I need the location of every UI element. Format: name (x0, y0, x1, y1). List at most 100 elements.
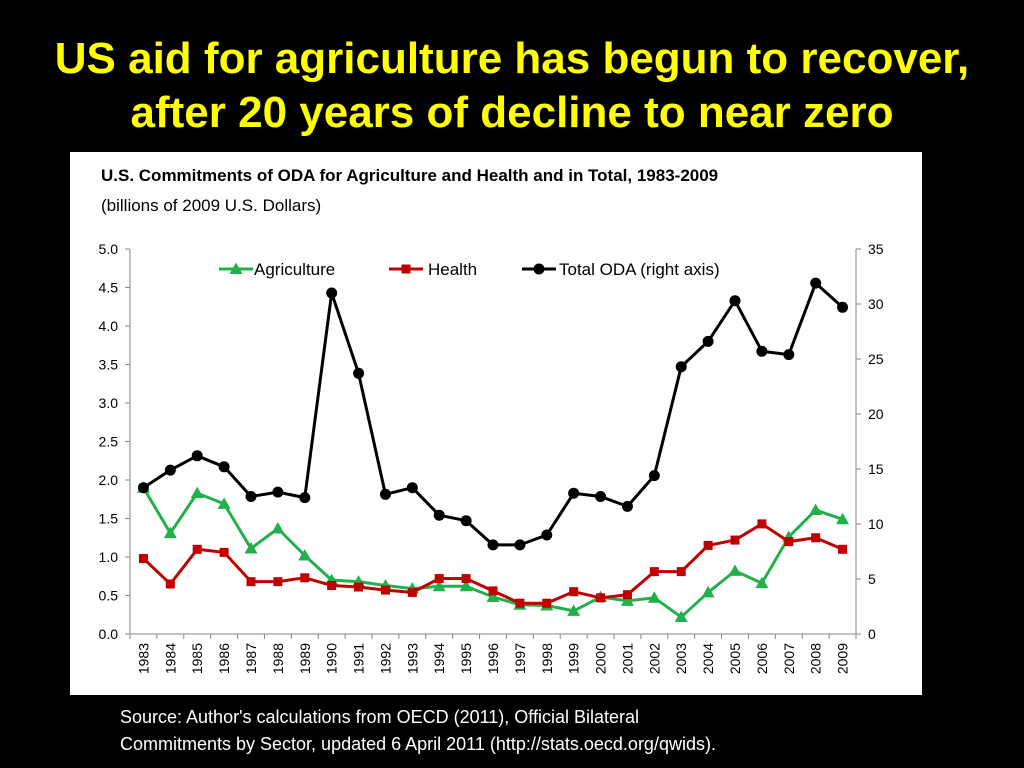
data-point-health (327, 580, 337, 590)
data-point-total-oda-right-axis (487, 539, 499, 551)
data-point-agriculture (836, 512, 850, 525)
y-tick-label-left: 2.0 (99, 472, 119, 488)
data-point-health (273, 577, 283, 587)
series-health (138, 519, 848, 608)
data-point-agriculture (486, 590, 500, 603)
series-total-oda-right-axis (137, 277, 849, 551)
y-tick-label-right: 10 (868, 516, 884, 532)
x-tick-label: 2001 (619, 643, 635, 674)
y-tick-label-right: 15 (868, 461, 884, 477)
x-tick-label: 1995 (458, 643, 474, 674)
legend-label: Total ODA (right axis) (559, 260, 720, 279)
y-tick-label-left: 4.0 (99, 318, 119, 334)
data-point-total-oda-right-axis (702, 335, 714, 347)
x-tick-label: 1984 (162, 643, 178, 674)
data-point-agriculture (298, 548, 312, 561)
data-point-health (730, 535, 740, 545)
data-point-total-oda-right-axis (756, 345, 768, 357)
x-tick-label: 1991 (351, 643, 367, 674)
data-point-health (192, 544, 202, 554)
data-point-agriculture (244, 542, 258, 554)
x-tick-label: 2005 (727, 643, 743, 674)
data-point-total-oda-right-axis (164, 464, 176, 476)
data-point-total-oda-right-axis (379, 488, 391, 500)
y-tick-label-left: 0.5 (99, 588, 119, 604)
legend-item-health: Health (389, 260, 477, 279)
x-tick-label: 2006 (754, 643, 770, 674)
x-tick-label: 2009 (835, 643, 851, 674)
legend-marker (533, 263, 545, 275)
data-point-agriculture (163, 526, 177, 539)
data-point-health (434, 574, 444, 584)
data-point-agriculture (432, 579, 446, 592)
x-tick-label: 1983 (135, 643, 151, 674)
x-tick-label: 2003 (673, 643, 689, 674)
data-point-health (757, 519, 767, 529)
data-point-health (649, 567, 659, 577)
y-tick-label-left: 3.5 (99, 357, 119, 373)
source-note-line-2: Commitments by Sector, updated 6 April 2… (120, 734, 716, 754)
y-tick-label-right: 20 (868, 406, 884, 422)
y-tick-label-left: 4.5 (99, 280, 119, 296)
data-point-health (407, 587, 417, 597)
y-tick-label-left: 5.0 (99, 241, 119, 257)
data-point-health (165, 579, 175, 589)
slide-title-line-1: US aid for agriculture has begun to reco… (54, 34, 970, 83)
chart-panel: U.S. Commitments of ODA for Agriculture … (70, 152, 922, 695)
data-point-health (380, 585, 390, 595)
y-tick-label-right: 5 (868, 571, 876, 587)
x-tick-label: 1998 (539, 643, 555, 674)
data-point-total-oda-right-axis (326, 287, 338, 299)
plot-area: 0.0 0.5 1.0 1.5 2.0 2.5 3.0 3.5 4.0 4.5 5.0 0 5 10 15 2… (99, 241, 884, 674)
data-point-total-oda-right-axis (406, 482, 418, 494)
slide-title-line-2: after 20 years of decline to near zero (130, 88, 894, 137)
legend-item-total-oda-right-axis: Total ODA (right axis) (522, 260, 720, 279)
x-tick-label: 2000 (593, 643, 609, 674)
data-point-health (246, 577, 256, 587)
x-tick-label: 2002 (646, 643, 662, 674)
x-tick-label: 1993 (404, 643, 420, 674)
data-point-total-oda-right-axis (568, 487, 580, 499)
data-point-agriculture (809, 503, 823, 516)
legend-marker (401, 264, 411, 274)
x-tick-label: 1986 (216, 643, 232, 674)
data-point-total-oda-right-axis (729, 295, 741, 307)
x-tick-label: 1999 (566, 643, 582, 674)
data-point-health (784, 537, 794, 547)
data-point-agriculture (459, 579, 473, 592)
data-point-agriculture (190, 486, 204, 499)
data-point-health (838, 544, 848, 554)
y-tick-label-right: 30 (868, 296, 884, 312)
data-point-total-oda-right-axis (621, 500, 633, 512)
x-tick-label: 2007 (781, 643, 797, 674)
data-point-total-oda-right-axis (299, 492, 311, 504)
data-point-total-oda-right-axis (218, 461, 230, 473)
data-point-total-oda-right-axis (433, 509, 445, 521)
data-point-health (622, 590, 632, 600)
data-point-agriculture (271, 522, 285, 534)
data-point-agriculture (674, 610, 688, 623)
data-point-total-oda-right-axis (837, 301, 849, 313)
data-point-health (569, 587, 579, 597)
source-note-line-1: Source: Author's calculations from OECD … (120, 707, 639, 727)
data-point-health (515, 598, 525, 608)
data-point-total-oda-right-axis (541, 529, 553, 541)
data-point-total-oda-right-axis (137, 482, 149, 494)
source-note: Source: Author's calculations from OECD … (120, 704, 980, 758)
y-tick-label-left: 2.5 (99, 434, 119, 450)
data-point-total-oda-right-axis (783, 349, 795, 361)
chart-svg: U.S. Commitments of ODA for Agriculture … (99, 166, 884, 674)
chart-title: U.S. Commitments of ODA for Agriculture … (101, 166, 718, 185)
data-point-total-oda-right-axis (460, 515, 472, 527)
data-point-total-oda-right-axis (245, 491, 257, 502)
x-tick-label: 1994 (431, 643, 447, 674)
data-point-total-oda-right-axis (648, 470, 660, 482)
legend-label: Health (428, 260, 477, 279)
x-tick-label: 1989 (297, 643, 313, 674)
data-point-total-oda-right-axis (595, 491, 607, 502)
slide-title: US aid for agriculture has begun to reco… (0, 32, 1024, 140)
y-tick-label-left: 1.5 (99, 511, 119, 527)
data-point-agriculture (701, 585, 715, 598)
data-point-total-oda-right-axis (514, 539, 526, 551)
y-tick-label-right: 35 (868, 241, 884, 257)
